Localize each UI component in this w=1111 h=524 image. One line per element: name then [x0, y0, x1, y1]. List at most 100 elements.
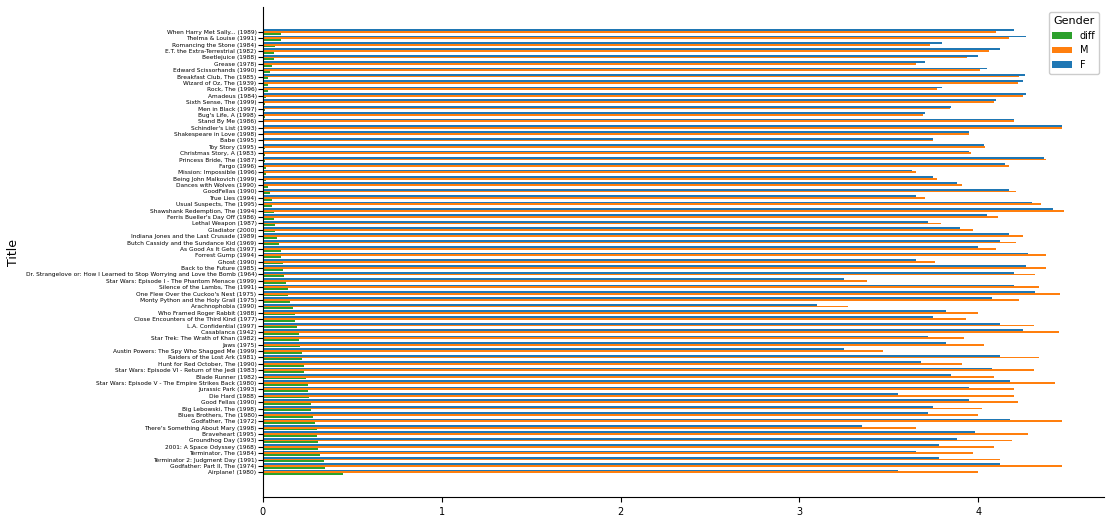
Bar	[263, 307, 293, 309]
Bar	[263, 294, 288, 296]
Bar	[263, 110, 264, 111]
Bar	[263, 376, 994, 377]
Bar	[263, 61, 924, 63]
Bar	[263, 214, 987, 216]
Bar	[263, 305, 848, 307]
Bar	[263, 274, 1035, 276]
Bar	[263, 387, 969, 388]
Bar	[263, 316, 933, 318]
Bar	[263, 202, 1032, 203]
Bar	[263, 388, 1014, 390]
Bar	[263, 447, 319, 450]
Bar	[263, 246, 978, 248]
Bar	[263, 399, 969, 401]
Bar	[263, 473, 343, 475]
Bar	[263, 125, 1062, 127]
Bar	[263, 408, 982, 409]
Bar	[263, 197, 924, 199]
Bar	[263, 36, 1027, 37]
Bar	[263, 250, 281, 252]
Bar	[263, 382, 1055, 384]
Bar	[263, 278, 844, 280]
Bar	[263, 331, 1059, 333]
Bar	[263, 288, 288, 290]
Bar	[263, 78, 268, 79]
Bar	[263, 160, 264, 162]
Bar	[263, 31, 997, 33]
Bar	[263, 441, 319, 443]
Bar	[263, 326, 297, 328]
Bar	[263, 154, 264, 156]
Bar	[263, 157, 1044, 159]
Bar	[263, 458, 1000, 461]
Bar	[263, 256, 281, 258]
Bar	[263, 403, 311, 405]
Bar	[263, 259, 915, 261]
Bar	[263, 339, 299, 341]
Bar	[263, 297, 992, 299]
Bar	[263, 173, 267, 175]
Bar	[263, 467, 326, 468]
Bar	[263, 58, 273, 60]
Bar	[263, 457, 939, 458]
Bar	[263, 285, 1014, 286]
Bar	[263, 406, 933, 408]
Bar	[263, 57, 968, 58]
Bar	[263, 325, 1033, 326]
Bar	[263, 212, 273, 213]
Bar	[263, 369, 1033, 371]
Bar	[263, 377, 306, 379]
Bar	[263, 329, 1023, 331]
Bar	[263, 454, 320, 456]
Bar	[263, 199, 272, 201]
Bar	[263, 293, 1060, 294]
Bar	[263, 46, 276, 47]
Bar	[263, 266, 1027, 267]
Bar	[263, 314, 296, 315]
Bar	[263, 121, 1014, 122]
Bar	[263, 412, 928, 414]
Bar	[263, 191, 1015, 192]
Bar	[263, 269, 282, 271]
Bar	[263, 395, 1014, 397]
Bar	[263, 248, 997, 250]
Bar	[263, 165, 1009, 167]
Bar	[263, 304, 818, 305]
Bar	[263, 37, 1009, 39]
Bar	[263, 350, 883, 352]
Bar	[263, 299, 1019, 301]
Bar	[263, 420, 1062, 422]
Bar	[263, 75, 1019, 78]
Bar	[263, 114, 923, 116]
Bar	[263, 427, 915, 429]
Bar	[263, 42, 942, 44]
Legend: diff, M, F: diff, M, F	[1049, 12, 1099, 74]
Bar	[263, 227, 960, 229]
Bar	[263, 218, 273, 220]
Bar	[263, 470, 898, 472]
Bar	[263, 242, 1015, 244]
Bar	[263, 342, 945, 344]
Y-axis label: Title: Title	[7, 238, 20, 266]
Bar	[263, 116, 264, 117]
Bar	[263, 52, 273, 54]
Bar	[263, 429, 317, 430]
Bar	[263, 451, 915, 452]
Bar	[263, 397, 309, 398]
Bar	[263, 167, 267, 169]
Bar	[263, 231, 276, 233]
Bar	[263, 146, 985, 148]
Bar	[263, 374, 951, 376]
Bar	[263, 367, 992, 369]
Bar	[263, 95, 1023, 96]
Bar	[263, 272, 1014, 274]
Bar	[263, 452, 973, 454]
Bar	[263, 152, 971, 154]
Bar	[263, 355, 1000, 356]
Bar	[263, 365, 304, 366]
Bar	[263, 333, 299, 335]
Bar	[263, 107, 950, 110]
Bar	[263, 261, 935, 263]
Bar	[263, 100, 997, 101]
Bar	[263, 221, 928, 223]
